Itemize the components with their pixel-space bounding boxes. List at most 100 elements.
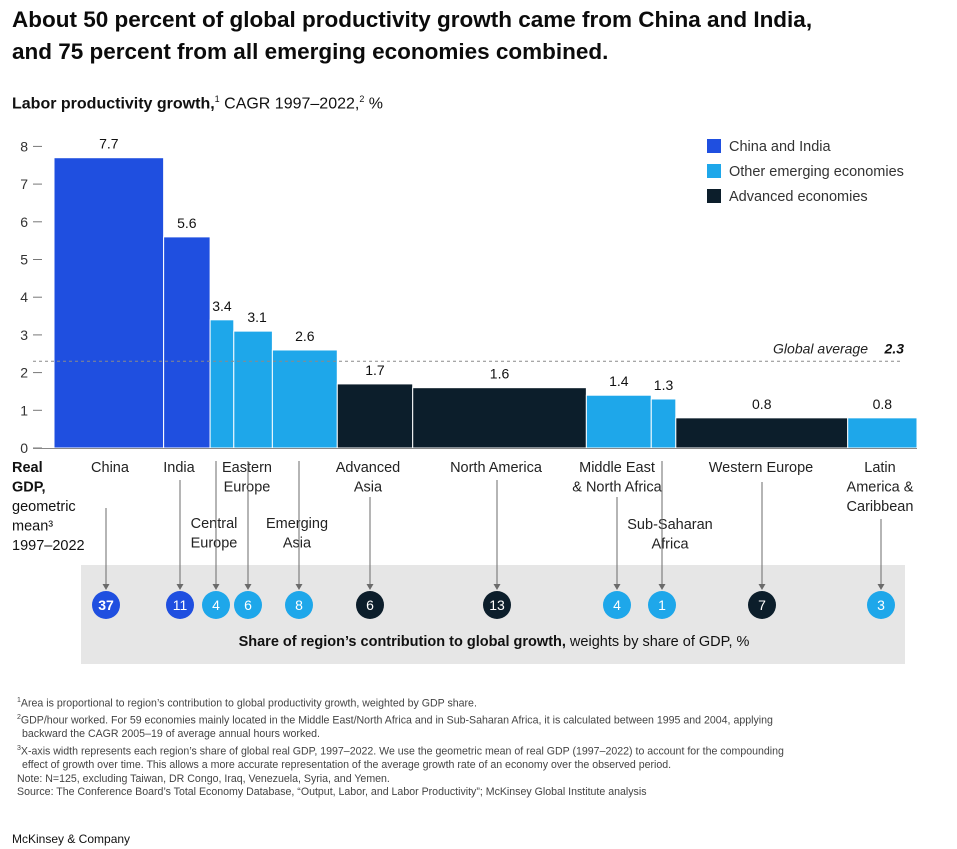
row-label-line: 1997–2022 bbox=[12, 538, 85, 554]
bar bbox=[847, 417, 918, 449]
legend-label: Advanced economies bbox=[729, 189, 868, 205]
y-tick-label: 6 bbox=[20, 214, 28, 230]
legend-swatch bbox=[707, 189, 721, 203]
share-value: 8 bbox=[295, 597, 303, 613]
bar-value-label: 1.3 bbox=[654, 377, 674, 393]
region-label: Africa bbox=[651, 537, 689, 553]
bar-value-label: 0.8 bbox=[752, 396, 772, 412]
share-circle bbox=[234, 591, 262, 619]
bar-value-label: 7.7 bbox=[99, 136, 119, 152]
subtitle-unit: % bbox=[364, 95, 384, 113]
bar-value-label: 0.8 bbox=[873, 396, 893, 412]
bar bbox=[233, 330, 273, 449]
bar bbox=[585, 394, 652, 449]
region-label: Middle East bbox=[579, 460, 655, 476]
share-circle bbox=[648, 591, 676, 619]
share-panel-label-rest: weights by share of GDP, % bbox=[566, 634, 750, 650]
y-tick-label: 7 bbox=[20, 176, 28, 192]
bar-value-label: 5.6 bbox=[177, 215, 197, 231]
bar bbox=[650, 398, 677, 449]
region-label: Asia bbox=[283, 536, 312, 552]
subtitle-bold: Labor productivity growth, bbox=[12, 95, 215, 113]
region-label: Asia bbox=[354, 480, 383, 496]
footnote-line: Source: The Conference Board’s Total Eco… bbox=[14, 786, 934, 800]
footnote-text: X-axis width represents each region’s sh… bbox=[20, 745, 784, 758]
subtitle-rest: CAGR 1997–2022, bbox=[219, 95, 360, 113]
connector-arrow bbox=[658, 584, 666, 590]
headline-line-1: About 50 percent of global productivity … bbox=[12, 7, 813, 32]
share-circle bbox=[202, 591, 230, 619]
bar bbox=[209, 319, 235, 449]
share-value: 13 bbox=[489, 597, 505, 613]
bar bbox=[163, 236, 211, 449]
region-label: Central bbox=[191, 516, 238, 532]
headline-line-2: and 75 percent from all emerging economi… bbox=[12, 39, 609, 64]
region-label: Emerging bbox=[266, 516, 328, 532]
footnote-line: 2GDP/hour worked. For 59 economies mainl… bbox=[14, 711, 934, 728]
connector-arrow bbox=[493, 584, 501, 590]
global-average-label: Global average bbox=[773, 340, 868, 356]
row-label-line: Real bbox=[12, 460, 43, 476]
productivity-chart: 0 1 2 3 4 5 6 7 8 7.7 5.6 3.4 3.1 2.6 1.7 1.6 1.4 1.3 0.8 0… bbox=[12, 136, 918, 664]
footnote-text: Note: N=125, excluding Taiwan, DR Congo,… bbox=[17, 772, 390, 785]
bar bbox=[412, 387, 587, 449]
share-value: 11 bbox=[173, 597, 188, 613]
y-tick-label: 3 bbox=[20, 327, 28, 343]
share-value: 4 bbox=[212, 597, 220, 613]
bar bbox=[675, 417, 849, 449]
row-label-line: GDP, bbox=[12, 480, 46, 496]
legend-swatch bbox=[707, 164, 721, 178]
share-value: 1 bbox=[658, 597, 666, 613]
share-panel-label: Share of region’s contribution to global… bbox=[239, 634, 750, 650]
connector-arrow bbox=[295, 584, 303, 590]
bar-value-label: 1.6 bbox=[490, 366, 510, 382]
share-circle bbox=[483, 591, 511, 619]
connector-arrow bbox=[102, 584, 110, 590]
subtitle-sup-2: 2 bbox=[359, 94, 365, 104]
region-label: Europe bbox=[224, 480, 271, 496]
share-value: 6 bbox=[244, 597, 252, 613]
share-value: 6 bbox=[366, 597, 374, 613]
footnote-line: backward the CAGR 2005–19 of average ann… bbox=[14, 728, 934, 742]
region-label: Eastern bbox=[222, 460, 272, 476]
share-value: 3 bbox=[877, 597, 885, 613]
share-circle bbox=[92, 591, 120, 619]
region-label: Western Europe bbox=[709, 460, 814, 476]
y-tick-label: 5 bbox=[20, 252, 28, 268]
chart-subtitle: Labor productivity growth,1 CAGR 1997–20… bbox=[12, 94, 383, 113]
footnote-text: GDP/hour worked. For 59 economies mainly… bbox=[20, 714, 773, 727]
connector-arrow bbox=[877, 584, 885, 590]
share-value: 37 bbox=[98, 597, 114, 613]
share-value: 7 bbox=[758, 597, 766, 613]
bar-value-label: 2.6 bbox=[295, 328, 315, 344]
footnote-text: Area is proportional to region’s contrib… bbox=[20, 697, 477, 710]
footnote-line: Note: N=125, excluding Taiwan, DR Congo,… bbox=[14, 773, 934, 787]
footnote-text: effect of growth over time. This allows … bbox=[22, 758, 672, 771]
region-label: Latin bbox=[864, 460, 895, 476]
footnote-marker: 2 bbox=[17, 714, 21, 722]
footnote-text: Source: The Conference Board’s Total Eco… bbox=[17, 786, 647, 799]
y-tick-label: 2 bbox=[20, 365, 28, 381]
connector-arrow bbox=[212, 584, 220, 590]
region-label: Caribbean bbox=[847, 499, 914, 515]
footnote-marker: 1 bbox=[17, 697, 21, 704]
connector-arrow bbox=[758, 584, 766, 590]
connector-arrow bbox=[366, 584, 374, 590]
region-label: North America bbox=[450, 460, 543, 476]
region-label: America & bbox=[847, 480, 914, 496]
connector-arrow bbox=[176, 584, 184, 590]
bar-value-label: 1.7 bbox=[365, 362, 385, 378]
bar-value-label: 1.4 bbox=[609, 373, 629, 389]
region-label: India bbox=[163, 460, 195, 476]
footnote-text: backward the CAGR 2005–19 of average ann… bbox=[22, 728, 320, 741]
y-tick-label: 1 bbox=[20, 402, 28, 418]
footnote-line: 3X-axis width represents each region’s s… bbox=[14, 742, 934, 759]
footnotes: 1Area is proportional to region’s contri… bbox=[14, 694, 934, 800]
share-circle bbox=[356, 591, 384, 619]
legend-swatch bbox=[707, 139, 721, 153]
region-label: Sub-Saharan bbox=[627, 517, 712, 533]
bar bbox=[336, 383, 414, 449]
share-circle bbox=[603, 591, 631, 619]
footnote-line: effect of growth over time. This allows … bbox=[14, 759, 934, 773]
brand-label: McKinsey & Company bbox=[12, 832, 131, 846]
